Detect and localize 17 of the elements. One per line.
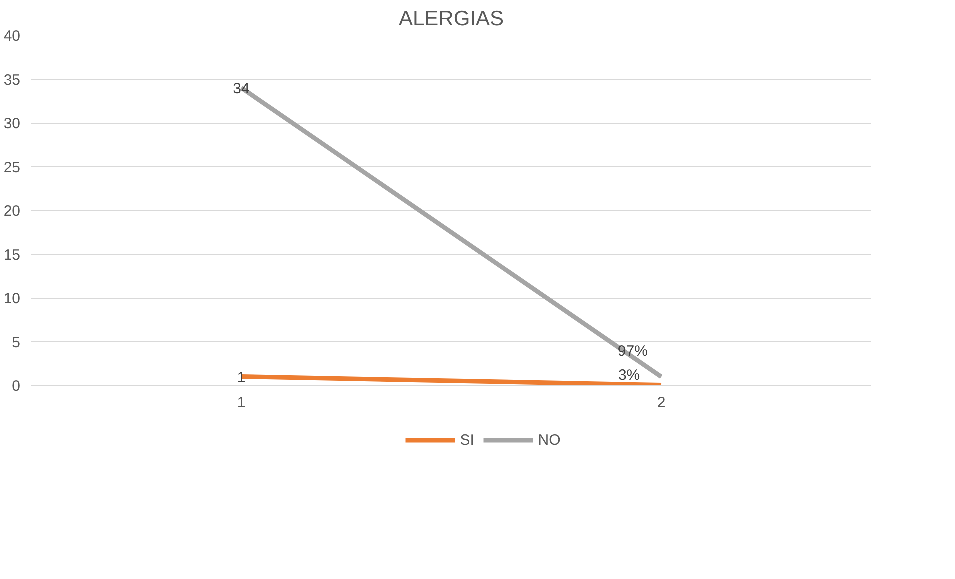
data-label: 34 [233,80,250,98]
y-tick-label: 30 [4,116,21,132]
data-label: 1 [237,369,246,386]
chart-title: ALERGIAS [398,8,504,30]
y-tick-label: 20 [4,203,21,220]
y-tick-label: 25 [4,159,21,176]
data-label: 97% [618,342,648,360]
x-tick-label: 2 [657,394,666,412]
y-tick-label: 40 [4,28,21,45]
y-tick-label: 10 [4,290,21,308]
y-tick-label: 35 [4,72,21,89]
legend-label: NO [538,432,561,448]
y-tick-label: 0 [12,378,20,395]
y-tick-label: 15 [4,246,21,264]
data-label: 3% [618,366,640,384]
y-tick-label: 5 [12,334,20,352]
legend-label: SI [460,432,476,448]
